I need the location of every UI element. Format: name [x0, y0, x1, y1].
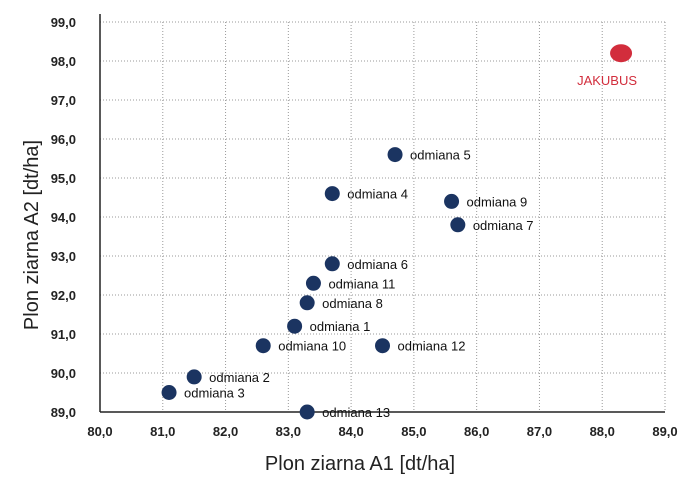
y-axis-title: Plon ziarna A2 [dt/ha]	[21, 140, 43, 330]
point-label: odmiana 9	[467, 194, 528, 209]
data-point	[375, 338, 390, 354]
data-point	[287, 318, 303, 334]
y-tick-label: 89,0	[51, 405, 76, 420]
point-label: odmiana 8	[322, 296, 383, 311]
data-point	[324, 256, 340, 272]
x-tick-label: 85,0	[401, 424, 426, 439]
data-point	[444, 193, 460, 209]
y-tick-label: 90,0	[51, 366, 76, 381]
x-axis-title: Plon ziarna A1 [dt/ha]	[265, 453, 455, 475]
y-tick-labels: 89,0 90,0 91,0 92,0 93,0 94,0 95,0 96,0 97,0 98,0…	[51, 15, 76, 420]
x-tick-label: 86,0	[464, 424, 489, 439]
data-point-highlight	[610, 44, 633, 63]
y-tick-label: 95,0	[51, 171, 76, 186]
data-point	[299, 295, 315, 311]
grid	[100, 21, 666, 412]
point-label: odmiana 6	[347, 257, 408, 272]
y-tick-label: 96,0	[51, 132, 76, 147]
x-tick-label: 87,0	[527, 424, 552, 439]
point-label: odmiana 13	[322, 405, 390, 420]
data-point	[450, 217, 466, 233]
point-label: odmiana 5	[410, 148, 471, 163]
y-tick-label: 94,0	[51, 210, 76, 225]
y-tick-label: 97,0	[51, 93, 76, 108]
x-tick-label: 88,0	[590, 424, 615, 439]
point-label: odmiana 11	[328, 276, 395, 291]
x-tick-labels: 80,0 81,0 82,0 83,0 84,0 85,0 86,0 87,0 88,0 89,0	[87, 424, 677, 439]
x-tick-label: 82,0	[213, 424, 238, 439]
data-point	[186, 369, 202, 385]
data-point	[387, 147, 403, 163]
point-labels: JAKUBUS odmiana 5 odmiana 4 odmiana 9 odmian…	[184, 73, 637, 420]
x-tick-label: 84,0	[338, 424, 363, 439]
axes	[99, 14, 665, 413]
data-point	[324, 186, 340, 202]
data-point	[299, 404, 315, 420]
data-point	[305, 275, 321, 291]
point-label: odmiana 1	[310, 319, 371, 334]
data-point	[255, 338, 271, 354]
point-label: odmiana 12	[398, 339, 466, 354]
data-point	[161, 385, 177, 400]
point-label: odmiana 4	[347, 187, 408, 202]
y-tick-label: 91,0	[51, 327, 76, 342]
y-tick-label: 99,0	[51, 15, 76, 30]
point-label-highlight: JAKUBUS	[577, 73, 637, 88]
point-label: odmiana 10	[278, 339, 346, 354]
x-tick-label: 81,0	[150, 424, 175, 439]
x-tick-label: 83,0	[276, 424, 301, 439]
x-tick-label: 89,0	[652, 424, 677, 439]
y-tick-label: 98,0	[51, 54, 76, 69]
data-points	[161, 44, 633, 420]
point-label: odmiana 3	[184, 386, 245, 401]
point-label: odmiana 2	[209, 370, 270, 385]
y-tick-label: 93,0	[51, 249, 76, 264]
x-tick-label: 80,0	[87, 424, 112, 439]
y-tick-label: 92,0	[51, 288, 76, 303]
point-label: odmiana 7	[473, 218, 534, 233]
